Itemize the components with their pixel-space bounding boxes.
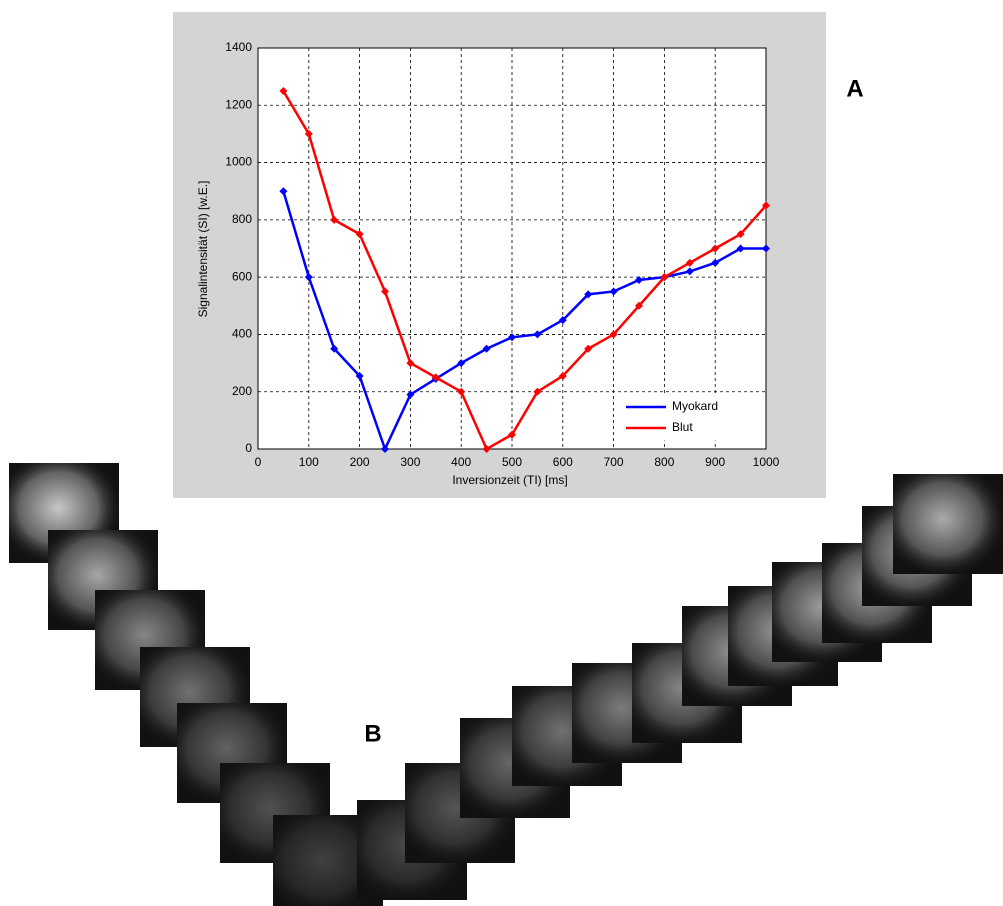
x-tick-label: 800 [654, 455, 674, 469]
panel-label: A [846, 75, 863, 102]
data-point [762, 201, 770, 210]
y-tick-label: 1400 [225, 40, 252, 54]
x-tick-label: 300 [400, 455, 420, 469]
x-tick-label: 400 [451, 455, 471, 469]
data-point [482, 344, 491, 353]
data-point [406, 390, 415, 399]
data-point [584, 290, 593, 299]
data-point [762, 244, 770, 253]
data-point [584, 344, 593, 353]
data-point [381, 287, 389, 296]
mri-images [9, 463, 1003, 906]
plot: 0 200 400 600 800 1000 1200 1400 0 100 200 300 400 50… [225, 40, 779, 469]
data-point [685, 258, 694, 267]
x-tick-label: 700 [604, 455, 624, 469]
panel-label: B [364, 720, 381, 747]
data-point [330, 344, 339, 353]
data-point [685, 267, 694, 276]
data-point [736, 244, 745, 253]
mri-tile-content [893, 474, 1003, 574]
data-point [355, 371, 364, 380]
x-tick-label: 600 [553, 455, 573, 469]
data-point [482, 445, 491, 453]
series-line [282, 90, 767, 451]
y-axis-label: Signalintensität (SI) [w.E.] [196, 181, 210, 318]
legend-box [621, 393, 761, 441]
data-point [431, 373, 440, 382]
y-tick-label: 400 [232, 327, 252, 341]
x-tick-label: 200 [350, 455, 370, 469]
data-point [406, 359, 415, 368]
series-line [282, 190, 766, 453]
x-tick-label: 0 [255, 455, 262, 469]
legend-label: Blut [672, 420, 693, 434]
data-point [508, 430, 516, 439]
data-point [635, 276, 643, 285]
data-point [330, 215, 339, 224]
y-tick-label: 1200 [225, 97, 252, 111]
data-point [711, 244, 720, 253]
x-tick-label: 1000 [753, 455, 780, 469]
data-point [533, 387, 542, 396]
y-tick-label: 600 [232, 269, 252, 283]
data-point [609, 330, 618, 339]
data-point [635, 301, 643, 310]
data-point [355, 230, 364, 239]
data-point [558, 316, 567, 325]
x-tick-label: 100 [299, 455, 319, 469]
data-point [381, 445, 389, 453]
data-point [609, 287, 618, 296]
y-tick-label: 1000 [225, 155, 252, 169]
data-point [457, 387, 466, 396]
legend-label: Myokard [672, 399, 718, 413]
x-tick-label: 900 [705, 455, 725, 469]
data-point [279, 86, 288, 95]
x-axis-label: Inversionzeit (TI) [ms] [452, 473, 567, 487]
data-point [457, 359, 466, 368]
x-tick-label: 500 [502, 455, 522, 469]
data-point [711, 258, 720, 267]
data-point [660, 273, 669, 282]
y-tick-label: 200 [232, 384, 252, 398]
y-tick-label: 800 [232, 212, 252, 226]
data-point [533, 330, 542, 339]
data-point [304, 273, 313, 282]
data-point [279, 187, 288, 196]
data-point [508, 333, 516, 342]
data-point [736, 230, 745, 239]
data-point [558, 371, 567, 380]
data-point [304, 129, 313, 138]
y-tick-label: 0 [245, 441, 252, 455]
